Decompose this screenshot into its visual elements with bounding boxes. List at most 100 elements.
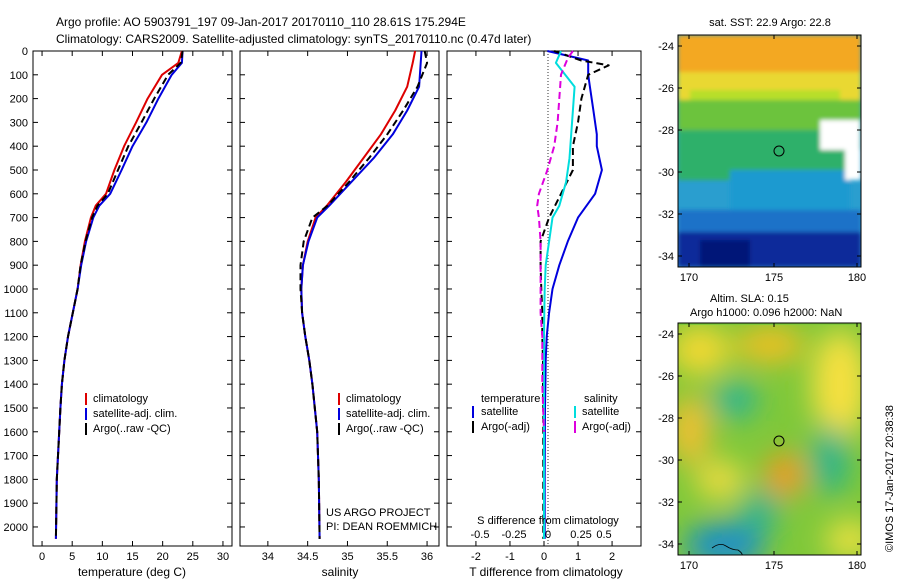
depth-tick-label: 300 — [10, 117, 28, 129]
salinity-x-axis: 34 34.5 35 35.5 36 — [262, 51, 433, 563]
x-tick-label: 1 — [575, 551, 581, 563]
project-credit-line-2: PI: DEAN ROEMMICH — [326, 521, 437, 533]
sst-map-axes: -24 -26 -28 -30 -32 -34 170 175 180 — [658, 35, 866, 284]
map-lon-label: 180 — [848, 272, 866, 284]
depth-tick-label: 1600 — [4, 427, 28, 439]
figure-title-line-2: Climatology: CARS2009. Satellite-adjuste… — [56, 32, 531, 46]
x-tick-label: 2 — [609, 551, 615, 563]
sst-map-panel: sat. SST: 22.9 Argo: 22.8 -24 -26 -28 -30 -3… — [658, 17, 866, 284]
project-credit-line-1: US ARGO PROJECT — [326, 507, 431, 519]
sla-map-title-line-1: Altim. SLA: 0.15 — [710, 293, 789, 305]
depth-tick-label: 1900 — [4, 498, 28, 510]
map-lat-label: -28 — [658, 125, 674, 137]
x-tick-label: 15 — [126, 551, 138, 563]
sst-map-title: sat. SST: 22.9 Argo: 22.8 — [709, 17, 831, 29]
difference-profiles — [536, 50, 610, 539]
salinity-profiles — [299, 50, 429, 539]
x-tick-label: 25 — [187, 551, 199, 563]
depth-tick-label: 1100 — [4, 308, 28, 320]
legend-label-t-satellite: satellite — [481, 406, 518, 418]
depth-tick-label: 2000 — [4, 522, 28, 534]
figure-title-line-1: Argo profile: AO 5903791_197 09-Jan-2017… — [56, 15, 466, 29]
temperature-x-axis: 0 5 10 15 20 25 30 — [39, 51, 229, 563]
x-tick-label: 30 — [217, 551, 229, 563]
depth-tick-label: 0 — [22, 46, 28, 58]
temperature-xlabel: temperature (deg C) — [78, 565, 186, 579]
legend-title-salinity: salinity — [584, 393, 618, 405]
map-lat-label: -24 — [658, 41, 674, 53]
sst-map-frame — [677, 34, 862, 268]
depth-tick-label: 500 — [10, 165, 28, 177]
map-lat-label: -30 — [658, 167, 674, 179]
legend-label-climatology: climatology — [346, 393, 402, 405]
map-lat-label: -30 — [658, 455, 674, 467]
depth-tick-label: 1500 — [4, 403, 28, 415]
s-tick-label: -0.25 — [501, 529, 526, 541]
x-tick-label: 36 — [421, 551, 433, 563]
map-lat-label: -24 — [658, 329, 674, 341]
map-lat-label: -26 — [658, 371, 674, 383]
profile-line — [54, 50, 184, 539]
legend-label-argo: Argo(..raw -QC) — [346, 423, 424, 435]
map-lon-label: 175 — [765, 560, 783, 572]
argo-float-marker-sla — [773, 435, 785, 447]
depth-tick-label: 700 — [10, 213, 28, 225]
sla-map-axes: -24 -26 -28 -30 -32 -34 170 175 180 — [658, 323, 866, 572]
s-tick-label: 0 — [545, 529, 551, 541]
s-tick-label: -0.5 — [471, 529, 490, 541]
x-tick-label: -2 — [471, 551, 481, 563]
x-tick-label: 35.5 — [377, 551, 398, 563]
salinity-xlabel: salinity — [322, 565, 359, 579]
x-tick-label: 0 — [541, 551, 547, 563]
t-difference-xlabel: T difference from climatology — [469, 565, 623, 579]
temperature-depth-axis: 0 100 200 300 400 500 600 700 800 900 1000 1100 1200… — [4, 46, 641, 534]
x-tick-label: 20 — [157, 551, 169, 563]
x-tick-label: 34.5 — [297, 551, 318, 563]
x-tick-label: 10 — [96, 551, 108, 563]
map-lat-label: -34 — [658, 539, 674, 551]
temperature-legend: climatology satellite-adj. clim. Argo(..… — [85, 393, 177, 435]
profile-line — [54, 50, 183, 539]
depth-tick-label: 200 — [10, 94, 28, 106]
map-lat-label: -34 — [658, 251, 674, 263]
legend-label-s-argo: Argo(-adj) — [582, 421, 631, 433]
temperature-panel-frame — [32, 50, 233, 547]
profile-line — [54, 50, 184, 539]
map-lon-label: 175 — [765, 272, 783, 284]
map-lat-label: -32 — [658, 209, 674, 221]
map-lon-label: 170 — [680, 272, 698, 284]
difference-x-axis: -2 -1 0 1 2 — [471, 51, 615, 563]
depth-tick-label: 100 — [10, 70, 28, 82]
s-difference-xlabel: S difference from climatology — [477, 515, 619, 527]
x-tick-label: 34 — [262, 551, 274, 563]
depth-tick-label: 800 — [10, 236, 28, 248]
s-tick-label: 0.5 — [596, 529, 611, 541]
depth-tick-label: 600 — [10, 189, 28, 201]
s-tick-label: 0.25 — [570, 529, 591, 541]
legend-label-s-satellite: satellite — [582, 406, 619, 418]
legend-label-t-argo: Argo(-adj) — [481, 421, 530, 433]
depth-tick-label: 1800 — [4, 474, 28, 486]
profile-line — [543, 50, 576, 539]
profile-line — [299, 50, 429, 539]
difference-legend: temperature salinity satellite Argo(-adj… — [472, 393, 631, 433]
coastline — [711, 544, 743, 555]
map-lat-label: -32 — [658, 497, 674, 509]
x-tick-label: -1 — [505, 551, 515, 563]
map-lon-label: 180 — [848, 560, 866, 572]
profile-line — [539, 50, 610, 539]
depth-tick-label: 1200 — [4, 332, 28, 344]
temperature-profiles — [54, 50, 184, 539]
legend-label-argo: Argo(..raw -QC) — [93, 423, 171, 435]
profile-line — [536, 50, 574, 432]
imos-timestamp: ©IMOS 17-Jan-2017 20:38:38 — [884, 405, 896, 552]
sla-map-title-line-2: Argo h1000: 0.096 h2000: NaN — [690, 307, 842, 319]
legend-label-climatology: climatology — [93, 393, 149, 405]
sla-map-frame — [677, 322, 862, 556]
depth-tick-label: 400 — [10, 141, 28, 153]
sla-map-panel: Altim. SLA: 0.15 Argo h1000: 0.096 h2000… — [658, 293, 866, 572]
depth-tick-label: 1700 — [4, 451, 28, 463]
depth-tick-label: 1000 — [4, 284, 28, 296]
profile-line — [300, 50, 423, 539]
